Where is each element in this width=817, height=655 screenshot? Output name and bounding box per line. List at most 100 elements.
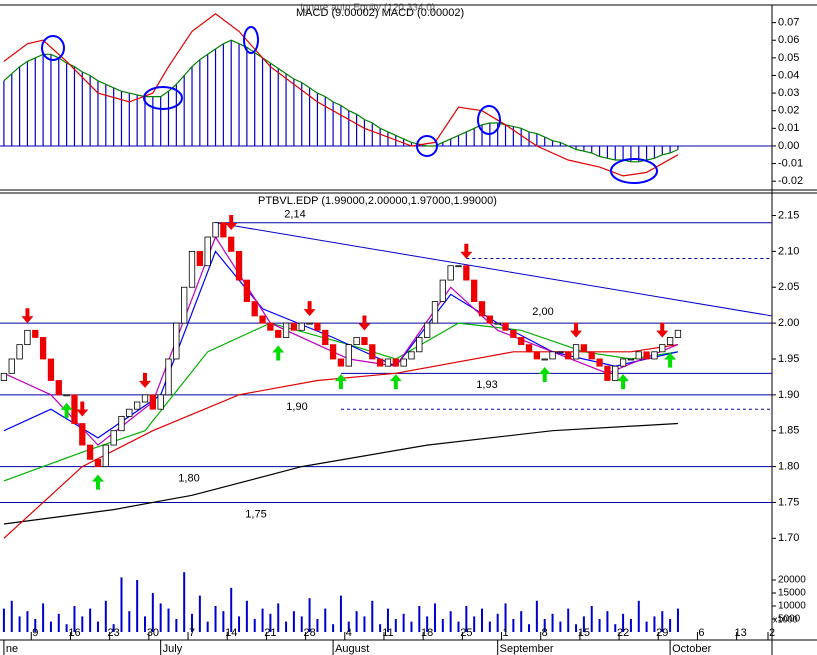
volume-bar (622, 613, 625, 632)
candle-body (110, 430, 117, 446)
candle-body (173, 322, 180, 360)
volume-bar (457, 621, 460, 632)
annotation-circle (143, 86, 183, 110)
volume-bar (167, 608, 170, 632)
volume-bar (128, 611, 131, 632)
level-label: 2,14 (284, 209, 305, 221)
buy-arrow (272, 345, 285, 361)
volume-bar (629, 619, 632, 632)
candle-body (71, 394, 78, 424)
x-tick-label: 9 (32, 627, 38, 639)
y-tick-label: 2.00 (778, 317, 799, 329)
volume-bar (520, 611, 523, 632)
volume-bar (277, 603, 280, 632)
sell-arrow (656, 322, 669, 338)
candle-body (612, 365, 619, 381)
candle-body (674, 329, 682, 338)
annotation-circle (610, 158, 658, 184)
volume-bar (567, 608, 570, 632)
y-tick-label: 0.07 (778, 17, 799, 29)
x-tick-label: 2 (769, 627, 775, 639)
sell-arrow (225, 215, 238, 231)
month-label: July (163, 643, 183, 655)
x-tick-label: 21 (264, 627, 276, 639)
buy-arrow (91, 474, 104, 490)
plot-layer: 0.07 0.06 0.05 0.04 0.03 0.02 0.01 0.00 -0.01 -0.… (0, 13, 806, 655)
sell-arrow (76, 401, 89, 417)
x-tick-label: 4 (346, 627, 352, 639)
y-tick-label: 2.05 (778, 281, 799, 293)
candle-body (8, 358, 15, 374)
volume-bar (104, 600, 107, 632)
y-tick-label: 0.00 (778, 140, 799, 152)
unit-label: x1000 (773, 614, 798, 624)
candle-body (235, 250, 243, 281)
volume-bar (481, 608, 484, 632)
candle-body (588, 351, 595, 360)
candle-body (188, 250, 196, 288)
volume-bar (65, 624, 68, 632)
volume-bar (363, 616, 366, 632)
x-tick-label: 29 (656, 627, 668, 639)
volume-bar (324, 608, 327, 632)
candle-body (24, 329, 31, 346)
volume-bar (637, 600, 640, 632)
candle-body (126, 408, 133, 417)
y-tick-label: -0.02 (778, 175, 803, 187)
candle-body (651, 351, 658, 360)
candle-body (118, 415, 125, 432)
candle-body (141, 394, 149, 403)
volume-bar (669, 619, 672, 632)
candle-body (471, 279, 478, 302)
month-label: ne (6, 643, 18, 655)
line-series (3, 39, 679, 163)
buy-arrow (538, 366, 551, 382)
candle-body (228, 236, 235, 252)
candle-body (431, 301, 439, 324)
candle-body (502, 322, 509, 331)
level-label: 1,75 (245, 508, 266, 520)
level-label: 1,80 (178, 472, 199, 484)
candle-body (275, 329, 282, 338)
candle-body (408, 351, 415, 360)
volume-bar (308, 598, 311, 632)
candle-body (157, 394, 164, 410)
volume-bar (590, 606, 593, 632)
panel-title: MACD (9.00002) MACD (0.00002) (296, 7, 464, 19)
y-tick-label: 2.10 (778, 245, 799, 257)
sell-arrow (570, 322, 583, 338)
y-tick-label: 2.15 (778, 209, 799, 221)
volume-bar (488, 621, 491, 632)
x-tick-label: 8 (542, 627, 548, 639)
volume-bar (355, 611, 358, 632)
annotation-circle (243, 26, 259, 54)
volume-bar (18, 616, 21, 632)
x-tick-label: 7 (189, 627, 195, 639)
volume-bar (551, 613, 554, 632)
volume-bar (449, 611, 452, 632)
candle-body (455, 265, 462, 268)
volume-bar (379, 624, 382, 632)
candle-body (424, 322, 431, 338)
candle-body (39, 337, 47, 360)
candle-body (322, 329, 329, 346)
volume-bar (285, 621, 288, 632)
buy-arrow (334, 374, 347, 390)
candle-body (486, 315, 493, 324)
volume-bar (120, 577, 123, 632)
candle-body (353, 337, 360, 346)
volume-bar (598, 619, 601, 632)
candle-body (55, 380, 62, 396)
volume-bar (191, 613, 194, 632)
candle-body (134, 401, 141, 410)
annotation-circle (41, 35, 65, 61)
volume-bar (528, 624, 531, 632)
volume-bar (26, 611, 29, 632)
y-tick-label: -0.01 (778, 157, 803, 169)
candle-body (306, 322, 313, 325)
candle-body (416, 337, 423, 353)
volume-bar (386, 608, 389, 632)
y-tick-label: 1.90 (778, 389, 799, 401)
